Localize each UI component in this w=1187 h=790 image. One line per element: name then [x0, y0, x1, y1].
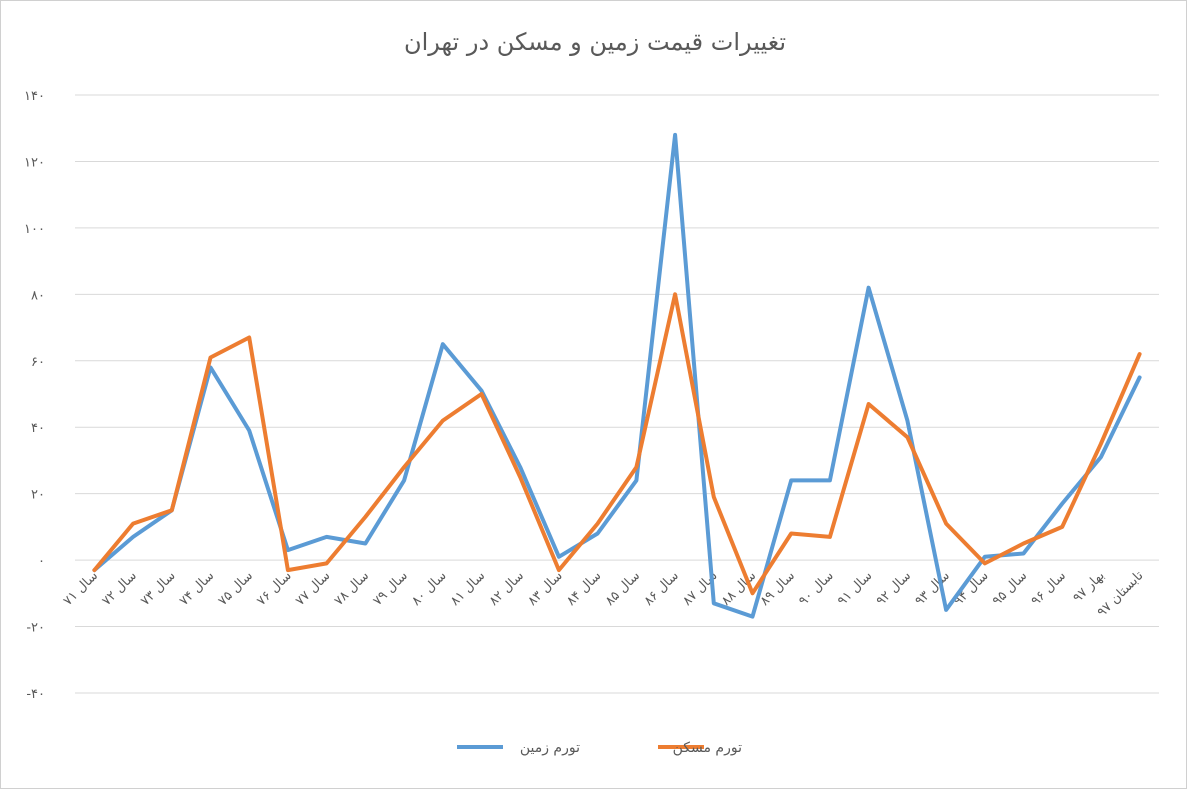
chart-title: تغییرات قیمت زمین و مسکن در تهران [404, 28, 786, 56]
x-tick-label: سال ۸۴ [564, 568, 605, 609]
y-tick-label: ۶۰ [31, 355, 45, 370]
y-tick-label: ۱۰۰ [24, 222, 45, 237]
y-tick-label: ۱۴۰ [24, 89, 45, 104]
x-tick-label: سال ۹۶ [1028, 568, 1069, 609]
x-tick-label: سال ۷۳ [138, 568, 179, 609]
grid-lines [75, 94, 1159, 694]
x-tick-label: سال ۸۵ [603, 568, 644, 609]
x-tick-label: سال ۹۳ [912, 568, 953, 609]
x-tick-label: سال ۷۶ [254, 568, 295, 609]
x-tick-label: سال ۷۹ [370, 568, 411, 609]
legend-label: تورم مسکن [673, 740, 742, 756]
x-tick-label: سال ۹۱ [835, 568, 876, 609]
legend: تورم زمین تورم مسکن [457, 740, 742, 756]
x-tick-label: سال ۸۶ [641, 568, 682, 609]
x-tick-label: سال ۹۲ [874, 568, 915, 609]
x-tick-label: سال ۸۲ [486, 568, 527, 609]
y-tick-label: -۴۰ [26, 687, 45, 702]
x-tick-label: سال ۸۰ [409, 568, 450, 609]
y-axis-ticks: -۴۰ -۲۰ ۰ ۲۰ ۴۰ ۶۰ ۸۰ ۱۰۰ ۱۲۰ ۱۴۰ [24, 89, 45, 702]
series-line [92, 292, 1142, 596]
x-tick-label: سال ۷۱ [61, 568, 102, 609]
legend-label: تورم زمین [520, 740, 580, 756]
x-tick-label: سال ۹۵ [990, 568, 1031, 609]
series-line [92, 132, 1142, 619]
x-tick-label: بهار ۹۷ [1070, 568, 1107, 605]
y-tick-label: ۲۰ [31, 488, 45, 503]
x-tick-label: سال ۸۳ [525, 568, 566, 609]
x-tick-label: سال ۷۲ [99, 568, 140, 609]
x-tick-label: سال ۹۰ [796, 568, 837, 609]
y-tick-label: ۰ [38, 554, 45, 569]
x-tick-label: سال ۷۴ [177, 568, 218, 609]
y-tick-label: ۴۰ [31, 421, 45, 436]
x-tick-label: سال ۸۱ [448, 568, 489, 609]
x-tick-label: سال ۷۵ [215, 568, 256, 609]
y-tick-label: ۱۲۰ [24, 155, 45, 170]
y-tick-label: ۸۰ [31, 288, 45, 303]
x-tick-label: سال ۷۸ [332, 568, 373, 609]
series-lines [92, 132, 1142, 619]
y-tick-label: -۲۰ [26, 621, 45, 636]
x-tick-label: سال ۷۷ [293, 568, 334, 609]
